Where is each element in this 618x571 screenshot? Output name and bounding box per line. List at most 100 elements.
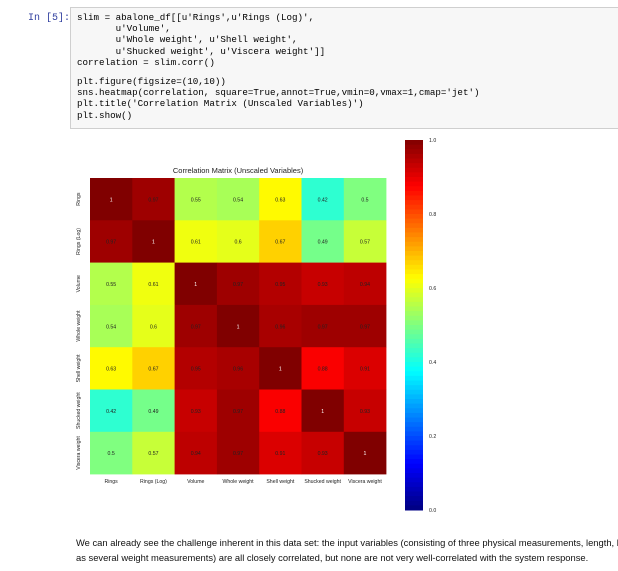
- heatmap-cell: [174, 178, 218, 221]
- heatmap-cell: [259, 262, 302, 306]
- cell-annotation: 0.61: [148, 282, 158, 288]
- colorbar-segment: [405, 477, 423, 483]
- heatmap-cell: [301, 178, 345, 221]
- cell-annotation: 0.42: [318, 197, 328, 203]
- colorbar-segment: [405, 297, 423, 303]
- colorbar-segment: [405, 399, 423, 405]
- cell-annotation: 1: [237, 324, 240, 330]
- colorbar-segment: [405, 366, 423, 372]
- cell-annotation: 0.61: [191, 240, 201, 246]
- code-line: [77, 68, 612, 76]
- colorbar-segment: [405, 454, 423, 460]
- heatmap-cell: [174, 389, 218, 433]
- heatmap-cell: [90, 178, 133, 221]
- heatmap-cell: [301, 431, 345, 475]
- heatmap-cell: [301, 220, 345, 263]
- cell-annotation: 0.54: [233, 197, 243, 203]
- col-tick-label: Rings (Log): [140, 479, 167, 485]
- heatmap-cell: [90, 220, 133, 263]
- colorbar-segment: [405, 260, 423, 266]
- correlation-heatmap-figure: Correlation Matrix (Unscaled Variables) 1…: [76, 138, 436, 514]
- cell-annotation: 0.57: [360, 240, 370, 246]
- heatmap-cell: [343, 178, 387, 221]
- colorbar-segment: [405, 380, 423, 386]
- code-line: u'Whole weight', u'Shell weight',: [77, 34, 298, 46]
- row-tick-label: Shucked weight: [76, 392, 82, 429]
- heatmap-cell: [132, 262, 175, 306]
- colorbar-segment: [405, 167, 423, 173]
- colorbar-segment: [405, 325, 423, 331]
- colorbar-tick-label: 0.4: [429, 360, 436, 366]
- colorbar-segment: [405, 385, 423, 391]
- heatmap-cell: [132, 389, 175, 433]
- colorbar-segment: [405, 486, 423, 492]
- colorbar-segment: [405, 320, 423, 326]
- cell-annotation: 0.95: [275, 282, 285, 288]
- cell-annotation: 0.93: [318, 282, 328, 288]
- colorbar-segment: [405, 491, 423, 497]
- col-tick-label: Rings: [105, 479, 119, 485]
- colorbar-segment: [405, 269, 423, 275]
- colorbar-segment: [405, 343, 423, 349]
- colorbar-segment: [405, 505, 423, 511]
- code-cell-input[interactable]: slim = abalone_df[[u'Rings',u'Rings (Log…: [70, 7, 618, 129]
- heatmap-cell: [343, 389, 387, 433]
- heatmap-cell: [216, 431, 260, 475]
- colorbar-segment: [405, 352, 423, 358]
- colorbar-segment: [405, 301, 423, 307]
- cell-annotation: 0.49: [148, 409, 158, 415]
- cell-annotation: 1: [279, 367, 282, 373]
- heatmap-cell: [174, 431, 218, 475]
- cell-annotation: 0.97: [233, 282, 243, 288]
- colorbar-segment: [405, 172, 423, 178]
- cell-annotation: 0.97: [106, 240, 116, 246]
- heatmap-cell: [216, 347, 260, 390]
- cell-annotation: 0.97: [360, 324, 370, 330]
- heatmap-cell: [259, 389, 302, 433]
- colorbar-segment: [405, 362, 423, 368]
- colorbar-segment: [405, 500, 423, 506]
- heatmap-cell: [259, 431, 302, 475]
- cell-annotation: 0.97: [318, 324, 328, 330]
- cell-annotation: 0.6: [150, 324, 157, 330]
- colorbar-segment: [405, 496, 423, 502]
- colorbar-segment: [405, 473, 423, 479]
- colorbar-segment: [405, 186, 423, 192]
- colorbar-segment: [405, 158, 423, 164]
- heatmap-cell: [343, 304, 387, 348]
- col-tick-label: Shell weight: [266, 479, 295, 485]
- colorbar-segment: [405, 422, 423, 428]
- cell-annotation: 1: [152, 240, 155, 246]
- heatmap-cell: [174, 304, 218, 348]
- colorbar-segment: [405, 246, 423, 252]
- colorbar-segment: [405, 241, 423, 247]
- heatmap-cell: [259, 347, 302, 390]
- cell-annotation: 0.42: [106, 409, 116, 415]
- code-line: correlation = slim.corr(): [77, 56, 215, 68]
- code-line: sns.heatmap(correlation, square=True,ann…: [77, 87, 480, 99]
- heatmap-cell: [301, 389, 345, 433]
- code-line: plt.title('Correlation Matrix (Unscaled …: [77, 98, 364, 110]
- cell-annotation: 0.63: [106, 367, 116, 373]
- colorbar-segment: [405, 223, 423, 229]
- heatmap-cell: [301, 347, 345, 390]
- row-tick-label: Rings: [76, 192, 82, 206]
- cell-annotation: 0.96: [275, 324, 285, 330]
- cell-annotation: 0.6: [234, 240, 241, 246]
- colorbar-segment: [405, 348, 423, 354]
- output-text-line-2: as several weight measurements) are all …: [76, 551, 589, 563]
- heatmap-cell: [132, 347, 175, 390]
- col-tick-label: Volume: [187, 479, 204, 485]
- colorbar-segment: [405, 177, 423, 183]
- cell-annotation: 0.97: [148, 197, 158, 203]
- heatmap-cell: [259, 304, 302, 348]
- cell-annotation: 0.95: [191, 367, 201, 373]
- row-tick-label: Volume: [76, 275, 82, 292]
- colorbar-segment: [405, 389, 423, 395]
- cell-annotation: 0.63: [275, 197, 285, 203]
- colorbar-segment: [405, 181, 423, 187]
- heatmap-cell: [90, 389, 133, 433]
- heatmap-cell: [343, 262, 387, 306]
- heatmap-cell: [343, 347, 387, 390]
- colorbar-segment: [405, 403, 423, 409]
